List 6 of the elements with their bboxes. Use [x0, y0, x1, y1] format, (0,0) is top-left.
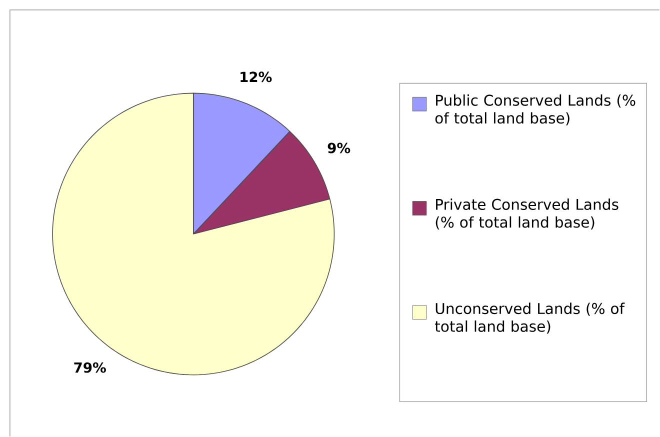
- legend-label: Private Conserved Lands (% of total land base): [436, 198, 618, 230]
- data-label: 79%: [74, 362, 106, 373]
- data-label: 9%: [328, 142, 350, 154]
- data-label: 12%: [240, 72, 272, 82]
- legend-label: Unconserved Lands (% of total land base): [434, 302, 625, 334]
- legend-label: Public Conserved Lands (% of total land base): [435, 94, 636, 126]
